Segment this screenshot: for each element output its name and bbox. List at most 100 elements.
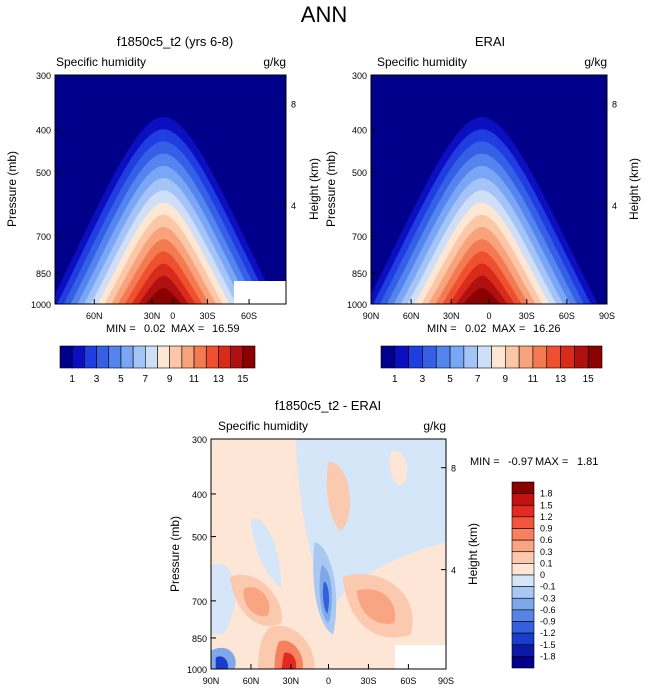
y-tick-label: 850: [192, 634, 207, 644]
colorbar-swatch: [505, 345, 520, 369]
y2-tick-label: 8: [612, 100, 617, 110]
colorbar-label: 1.8: [540, 489, 553, 499]
x-tick-label: 60N: [243, 676, 260, 686]
y-tick-label: 300: [36, 71, 51, 81]
x-tick-label: 60N: [403, 311, 420, 321]
colorbar-swatch: [532, 345, 548, 369]
panel-diff-y2label: Height (km): [466, 523, 480, 585]
colorbar-swatch: [157, 345, 170, 369]
x-tick-label: 0: [326, 676, 331, 686]
colorbar-swatch: [587, 345, 603, 369]
y-tick-label: 700: [192, 597, 207, 607]
panel-diff-left-label: Specific humidity: [218, 419, 308, 433]
colorbar-swatch: [422, 345, 437, 369]
diff-contour-region: [356, 589, 396, 624]
y-tick-label: 700: [352, 232, 367, 242]
panel-model-contour-field: [55, 75, 286, 304]
colorbar-swatch: [511, 528, 535, 541]
x-tick-label: 30S: [199, 311, 215, 321]
panel-model-ylabel: Pressure (mb): [5, 151, 19, 227]
colorbar-label: 3: [94, 374, 100, 385]
y2-tick-label: 8: [451, 464, 456, 474]
y2-tick-label: 4: [612, 201, 617, 211]
colorbar-swatch: [71, 345, 85, 369]
colorbar-swatch: [560, 345, 575, 369]
panel-obs-ylabel: Pressure (mb): [324, 151, 338, 227]
colorbar-swatch: [108, 345, 122, 369]
y2-tick-label: 8: [291, 100, 296, 110]
colorbar-label: 15: [237, 374, 249, 385]
colorbar-label: 0.6: [540, 535, 553, 545]
page-title: ANN: [301, 2, 347, 27]
panel-diff-colorbar: 1.81.51.20.90.60.30.10-0.1-0.3-0.6-0.9-1…: [511, 481, 556, 669]
colorbar-swatch: [511, 481, 535, 494]
colorbar-swatch: [511, 574, 535, 587]
x-tick-label: 30N: [443, 311, 460, 321]
y-tick-label: 500: [352, 168, 367, 178]
colorbar-swatch: [218, 345, 231, 369]
diff-contour-region: [326, 462, 350, 531]
colorbar-label: 0.9: [540, 524, 553, 534]
colorbar-swatch: [511, 621, 535, 634]
colorbar-swatch: [511, 586, 535, 599]
colorbar-label: -1.8: [540, 651, 556, 661]
x-tick-label: 60S: [241, 311, 257, 321]
colorbar-label: 1.5: [540, 500, 553, 510]
diff-contour-region: [389, 450, 408, 485]
colorbar-label: 3: [420, 374, 426, 385]
colorbar-swatch: [511, 551, 535, 564]
colorbar-swatch: [435, 345, 451, 369]
colorbar-label: -1.2: [540, 628, 556, 638]
colorbar-label: -0.9: [540, 617, 556, 627]
colorbar-swatch: [84, 345, 97, 369]
colorbar-swatch: [394, 345, 409, 369]
colorbar-swatch: [511, 597, 535, 611]
colorbar-label: 15: [583, 374, 595, 385]
x-tick-label: 30N: [283, 676, 300, 686]
colorbar-label: 5: [447, 374, 453, 385]
panel-model-left-label: Specific humidity: [56, 55, 146, 69]
panel-model-min-value: 0.02: [144, 323, 165, 335]
colorbar-swatch: [518, 345, 534, 369]
colorbar-label: 9: [503, 374, 509, 385]
panel-model-max-label: MAX =: [171, 323, 204, 335]
diff-contour-region: [322, 581, 330, 614]
colorbar-label: 1: [69, 374, 75, 385]
panel-diff-max-value: 1.81: [577, 456, 598, 468]
colorbar-swatch: [96, 345, 110, 369]
panel-diff-ylabel: Pressure (mb): [168, 516, 182, 592]
colorbar-swatch: [145, 345, 158, 369]
colorbar-label: 13: [555, 374, 567, 385]
colorbar-swatch: [59, 345, 73, 369]
x-tick-label: 30S: [360, 676, 376, 686]
x-tick-label: 90N: [203, 676, 220, 686]
panel-diff-missing-region: [395, 645, 446, 669]
panel-obs-colorbar: 1 3 5 7 9 11 13 15: [380, 345, 603, 385]
colorbar-label: 7: [143, 374, 149, 385]
y2-tick-label: 4: [291, 201, 296, 211]
panel-model-min-label: MIN =: [106, 323, 136, 335]
panel-model: f1850c5_t2 (yrs 6-8) Specific humidity g…: [5, 34, 321, 385]
x-tick-label: 90S: [438, 676, 454, 686]
colorbar-swatch: [511, 609, 535, 622]
colorbar-swatch: [574, 345, 589, 369]
y-tick-label: 1000: [31, 300, 51, 310]
colorbar-swatch: [511, 493, 535, 506]
panel-obs-min-value: 0.02: [465, 323, 486, 335]
panel-diff-units: g/kg: [423, 419, 446, 433]
colorbar-label: -1.5: [540, 640, 556, 650]
x-tick-label: 90N: [363, 311, 380, 321]
colorbar-swatch: [477, 345, 492, 369]
y-tick-label: 850: [36, 269, 51, 279]
y-tick-label: 300: [352, 71, 367, 81]
panel-obs-y2label: Height (km): [627, 158, 641, 220]
colorbar-swatch: [511, 504, 535, 518]
colorbar-swatch: [242, 345, 256, 369]
colorbar-swatch: [511, 644, 535, 657]
colorbar-swatch: [449, 345, 465, 369]
panel-obs-max-label: MAX =: [492, 323, 525, 335]
colorbar-swatch: [511, 516, 535, 529]
x-tick-label: 0: [170, 311, 175, 321]
y2-tick-label: 4: [451, 566, 456, 576]
